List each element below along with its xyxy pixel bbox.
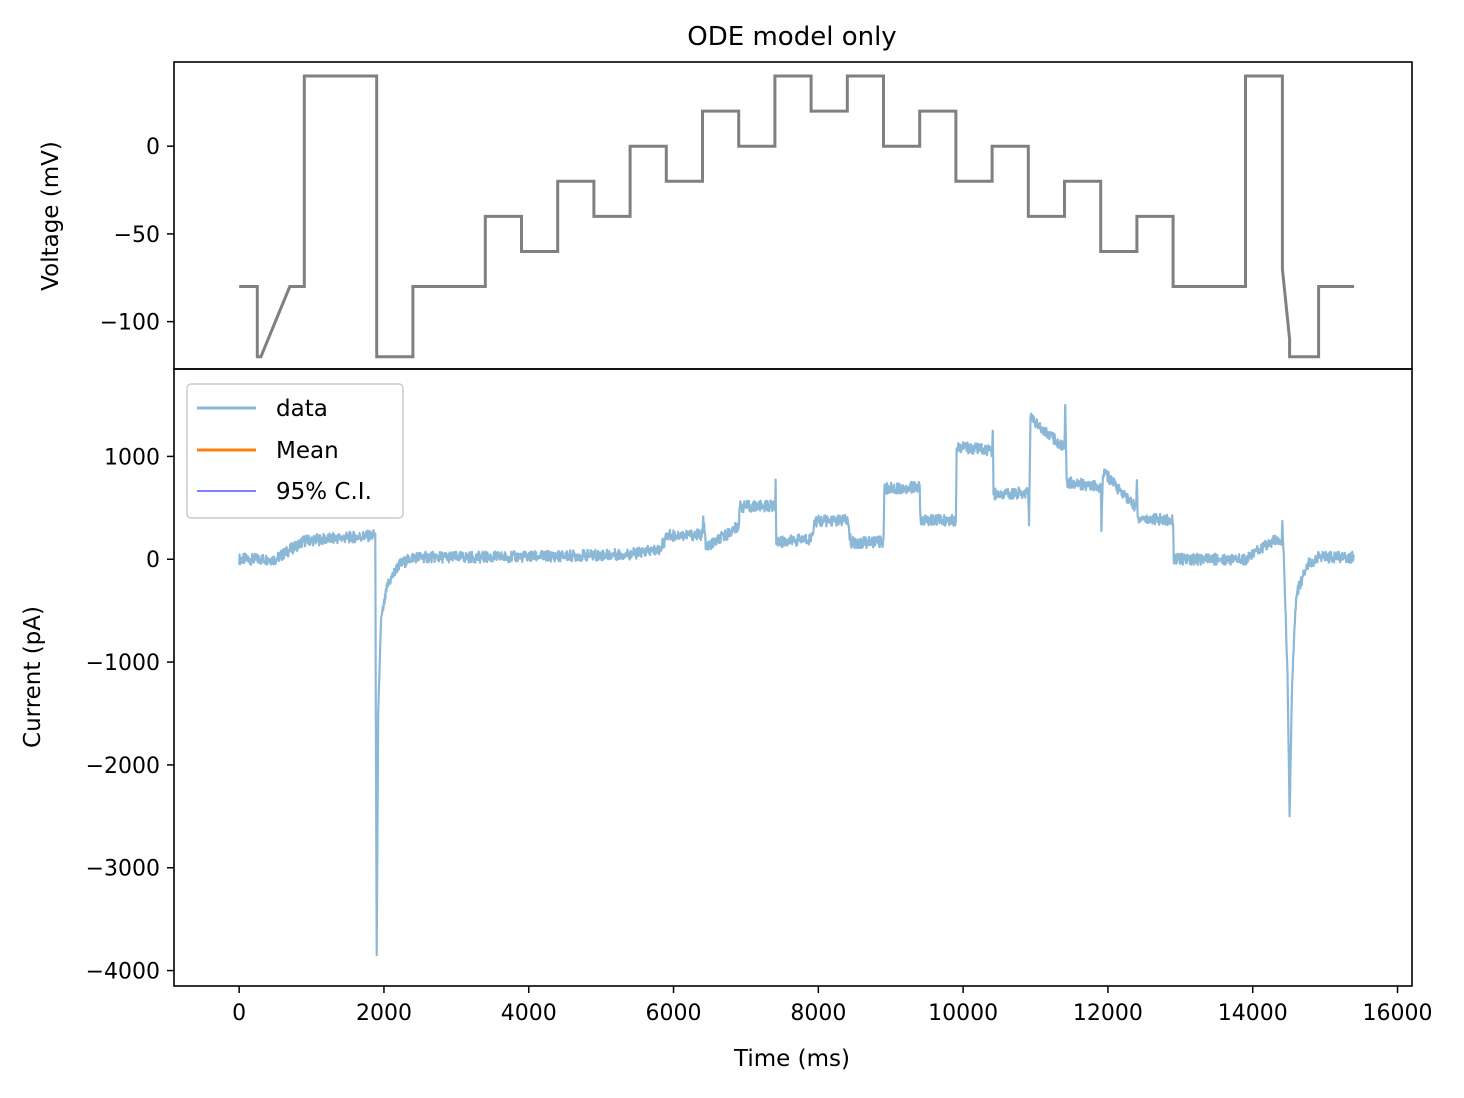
time-x-tick-label: 0 [232, 1001, 246, 1026]
voltage-y-tick-label: −100 [100, 311, 160, 336]
time-x-tick-label: 8000 [790, 1001, 846, 1026]
current-y-ticks: 1000 0 −1000 −2000 −3000 −4000 [86, 445, 174, 985]
current-y-tick-label: −1000 [86, 651, 160, 676]
time-x-ticks: 0 2000 4000 6000 8000 10000 12000 14000 16000 [232, 986, 1433, 1026]
time-x-tick-label: 16000 [1363, 1001, 1433, 1026]
legend-box [186, 383, 404, 519]
legend: data Mean 95% C.I. [186, 383, 404, 519]
legend-label-ci: 95% C.I. [276, 479, 372, 505]
time-x-tick-label: 12000 [1073, 1001, 1143, 1026]
voltage-trace-line [239, 74, 1355, 359]
current-y-axis-label: Current (pA) [20, 606, 46, 748]
time-x-tick-label: 10000 [928, 1001, 998, 1026]
voltage-y-axis-label: Voltage (mV) [38, 141, 64, 291]
current-data-trace-line [238, 403, 1356, 957]
legend-label-mean: Mean [276, 438, 339, 464]
current-y-tick-label: −4000 [86, 960, 160, 985]
time-x-tick-label: 4000 [501, 1001, 557, 1026]
voltage-series-group [239, 74, 1355, 359]
voltage-y-tick-label: −50 [114, 223, 160, 248]
time-x-tick-label: 2000 [356, 1001, 412, 1026]
current-axes-frame [173, 368, 1413, 987]
time-x-tick-label: 14000 [1218, 1001, 1288, 1026]
current-y-tick-label: 1000 [104, 445, 160, 470]
current-y-tick-label: −2000 [86, 754, 160, 779]
current-series-group [238, 403, 1356, 957]
voltage-y-tick-label: 0 [146, 135, 160, 160]
time-x-tick-label: 6000 [646, 1001, 702, 1026]
current-y-tick-label: −3000 [86, 857, 160, 882]
current-panel: 10000−1000−2000−3000−4000 0 2000 4000 6000 8… [20, 368, 1433, 1072]
chart-title: ODE model only [687, 22, 896, 52]
time-x-axis-label: Time (ms) [733, 1046, 850, 1072]
current-y-tick-label: 0 [146, 548, 160, 573]
legend-label-data: data [276, 396, 328, 422]
voltage-y-ticks: 0 −50 −100 [100, 135, 174, 336]
